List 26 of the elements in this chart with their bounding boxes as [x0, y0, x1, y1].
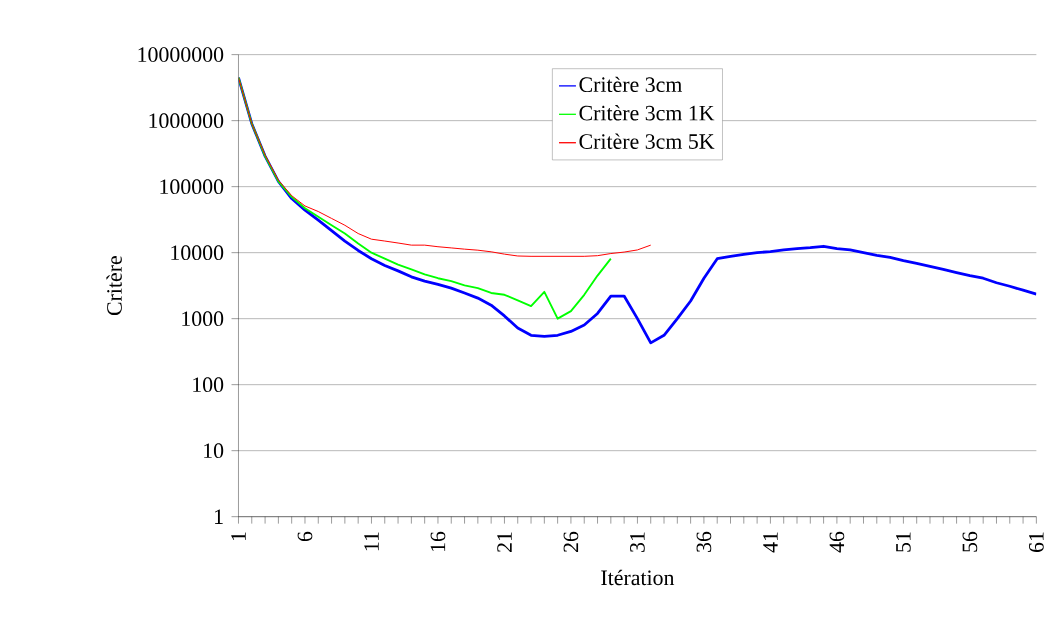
- x-tick-label: 46: [829, 531, 845, 553]
- x-tick-label: 41: [763, 532, 778, 553]
- y-tick-label: 10000: [171, 245, 224, 261]
- y-tick-label: 1000: [182, 311, 224, 327]
- y-tick-label: 1: [215, 509, 223, 524]
- x-tick-label: 56: [962, 531, 978, 552]
- x-tick-label: 16: [430, 531, 446, 552]
- x-tick-label: 31: [630, 532, 645, 552]
- legend-label: Critère 3cm: [579, 76, 683, 93]
- y-tick-label: 100: [193, 377, 224, 393]
- legend-label: Critère 3cm 5K: [579, 133, 715, 149]
- x-axis-title: Itération: [601, 569, 675, 586]
- y-tick-label: 10000000: [138, 47, 224, 63]
- y-tick-label: 100000: [160, 179, 224, 195]
- x-tick-label: 1: [231, 532, 246, 541]
- x-tick-label: 51: [896, 532, 911, 552]
- y-tick-label: 10: [204, 443, 224, 459]
- x-tick-label: 11: [364, 532, 379, 551]
- x-tick-label: 36: [696, 531, 712, 552]
- x-tick-label: 26: [563, 531, 579, 553]
- y-tick-label: 1000000: [149, 113, 224, 129]
- x-tick-label: 6: [297, 531, 313, 542]
- x-tick-label: 21: [497, 532, 512, 553]
- legend-label: Critère 3cm 1K: [579, 105, 715, 121]
- y-axis-title: Critère: [106, 256, 122, 316]
- x-tick-label: 61: [1029, 532, 1044, 553]
